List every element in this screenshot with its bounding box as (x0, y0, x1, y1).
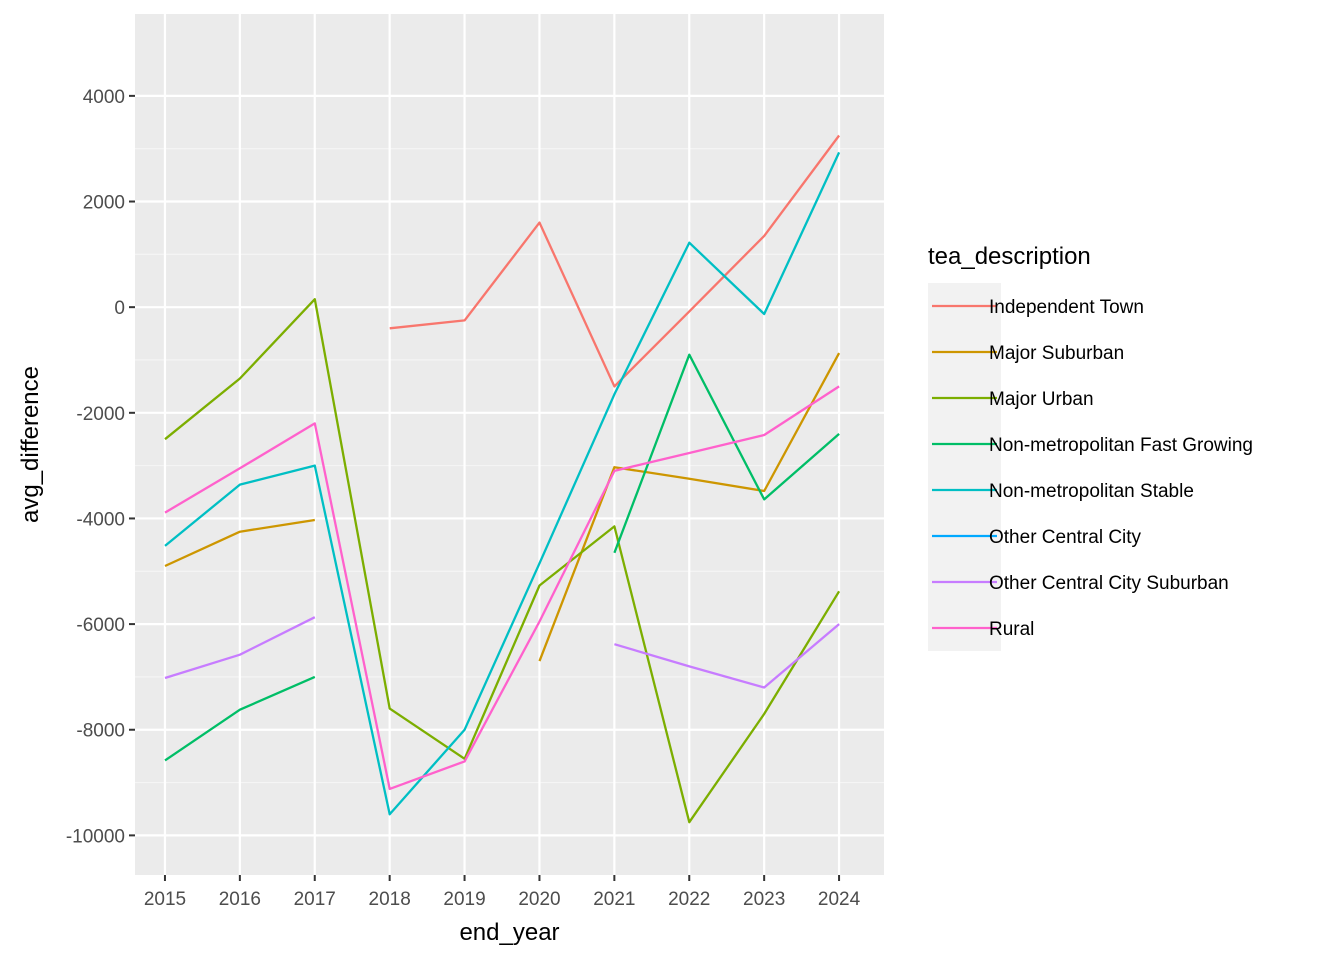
legend-label: Non-metropolitan Fast Growing (989, 435, 1253, 456)
x-tick-label: 2019 (443, 889, 485, 910)
legend-title: tea_description (928, 243, 1091, 270)
legend-key-background (928, 283, 1001, 651)
series-line (613, 353, 840, 554)
y-tick-label: -2000 (76, 404, 125, 425)
legend-label: Other Central City (989, 527, 1142, 548)
x-tick-label: 2016 (219, 889, 261, 910)
series-line (164, 518, 315, 568)
x-tick-label: 2022 (668, 889, 710, 910)
legend-items: Independent Town Major Suburban Major Urba… (932, 297, 1253, 640)
legend-label: Major Urban (989, 389, 1094, 410)
y-tick-label: -6000 (76, 615, 125, 636)
major-gridlines (135, 14, 884, 875)
x-tick-label: 2023 (743, 889, 785, 910)
x-axis: 2015 2016 2017 2018 2019 2020 2021 2022 2023 2024 (144, 875, 861, 910)
legend-label: Independent Town (989, 297, 1144, 318)
minor-gridlines (135, 148, 884, 784)
series-line (538, 352, 841, 662)
panel-background (135, 14, 884, 875)
y-tick-label: 4000 (83, 87, 125, 108)
x-tick-label: 2017 (294, 889, 336, 910)
y-tick-label: 0 (114, 298, 125, 319)
x-axis-title: end_year (459, 919, 559, 946)
series-line (164, 616, 316, 680)
legend: tea_description Independent Town Major Su… (928, 243, 1253, 651)
legend-label: Non-metropolitan Stable (989, 481, 1194, 502)
y-tick-label: -4000 (76, 509, 125, 530)
y-axis-title: avg_difference (17, 366, 44, 523)
y-tick-label: 2000 (83, 193, 125, 214)
x-tick-label: 2021 (593, 889, 635, 910)
y-axis: 4000 2000 0 -2000 -4000 -6000 -8000 -10000 (66, 87, 135, 847)
x-tick-label: 2020 (518, 889, 560, 910)
series-line (614, 623, 840, 689)
x-tick-label: 2024 (818, 889, 861, 910)
x-tick-label: 2015 (144, 889, 186, 910)
series-line (164, 675, 316, 762)
legend-label: Rural (989, 619, 1034, 640)
series-lines (164, 134, 841, 824)
legend-label: Major Suburban (989, 343, 1124, 364)
legend-label: Other Central City Suburban (989, 573, 1229, 594)
series-line (164, 298, 841, 824)
series-line (164, 151, 841, 816)
series-line (389, 134, 841, 388)
series-line (164, 385, 840, 791)
x-tick-label: 2018 (369, 889, 411, 910)
y-tick-label: -8000 (76, 721, 125, 742)
y-tick-label: -10000 (66, 826, 125, 847)
